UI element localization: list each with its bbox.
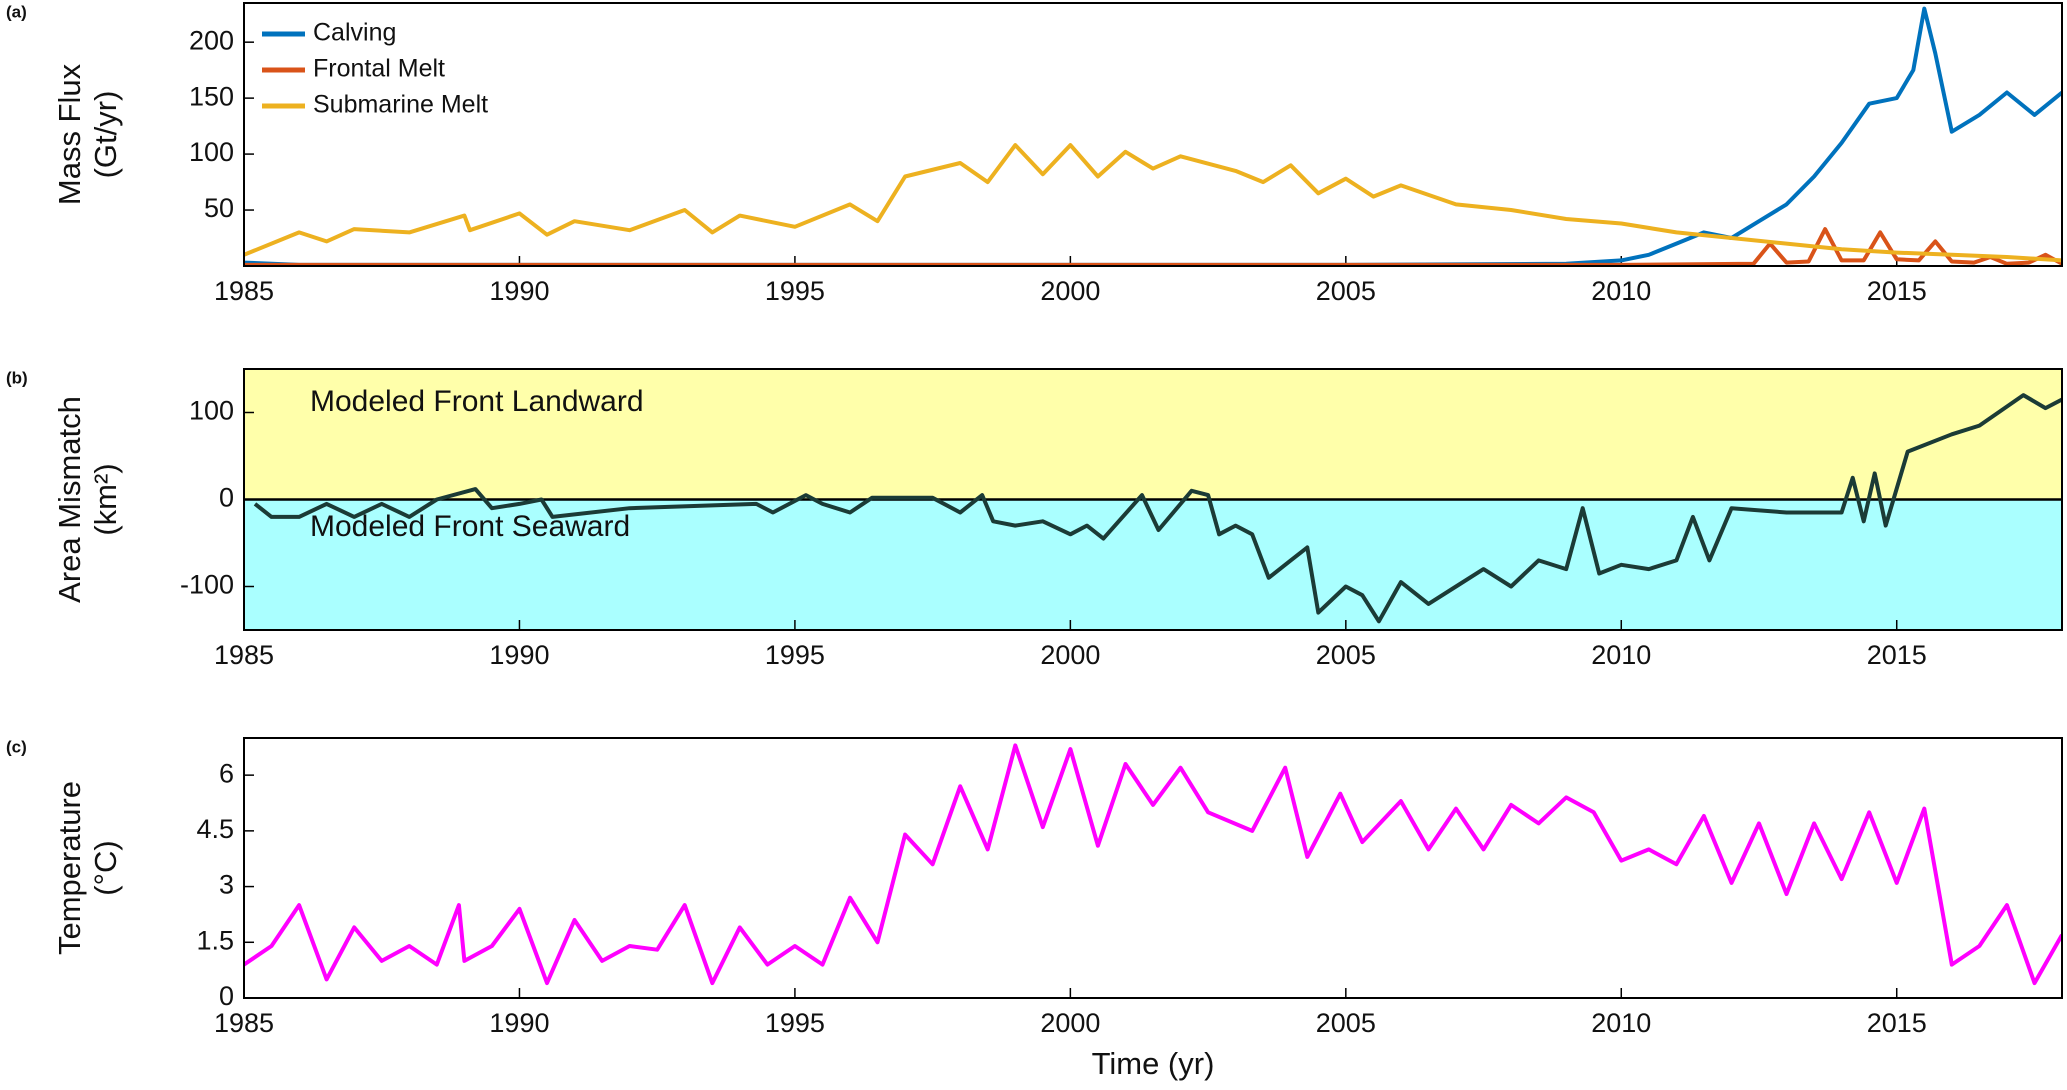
x-tick-label: 2015 — [1867, 1008, 1927, 1038]
legend-label: Submarine Melt — [313, 91, 488, 119]
x-tick-label: 2005 — [1316, 1008, 1376, 1038]
panel-label: (a) — [6, 2, 27, 21]
y-axis-label: Temperature — [52, 781, 87, 955]
x-tick-label: 2010 — [1591, 1008, 1651, 1038]
y-tick-label: 100 — [189, 137, 234, 167]
legend-label: Frontal Melt — [313, 55, 445, 83]
x-tick-label: 2000 — [1040, 276, 1100, 306]
plot-frame — [243, 737, 2063, 999]
x-tick-label: 1990 — [489, 276, 549, 306]
x-tick-label: 1985 — [214, 640, 274, 670]
y-tick-label: 1.5 — [196, 925, 234, 955]
x-tick-label: 2000 — [1040, 1008, 1100, 1038]
x-tick-label: 1985 — [214, 1008, 274, 1038]
series-line — [244, 743, 2062, 986]
x-tick-label: 1990 — [489, 1008, 549, 1038]
y-tick-label: 6 — [219, 758, 234, 788]
series-line — [253, 393, 2062, 624]
plot-frame — [243, 368, 2063, 631]
y-axis-label: (Gt/yr) — [88, 91, 123, 179]
y-axis-label: (km²) — [88, 463, 123, 535]
legend-label: Calving — [313, 19, 396, 47]
y-axis-label: Mass Flux — [52, 63, 87, 205]
x-tick-label: 1990 — [489, 640, 549, 670]
x-tick-label: 1985 — [214, 276, 274, 306]
x-tick-label: 1995 — [765, 640, 825, 670]
series-line — [244, 6, 2062, 266]
y-tick-label: 3 — [219, 870, 234, 900]
y-tick-label: 0 — [219, 981, 234, 1011]
y-axis-label: Area Mismatch — [52, 396, 87, 603]
x-tick-label: 2005 — [1316, 276, 1376, 306]
y-tick-label: 150 — [189, 81, 234, 111]
series-line — [244, 227, 2062, 266]
y-tick-label: -100 — [180, 570, 234, 600]
region-label: Modeled Front Landward — [310, 385, 644, 418]
x-tick-label: 1995 — [765, 1008, 825, 1038]
plot-frame — [243, 2, 2063, 267]
y-tick-label: 100 — [189, 396, 234, 426]
y-tick-label: 0 — [219, 483, 234, 513]
y-tick-label: 4.5 — [196, 814, 234, 844]
x-tick-label: 2005 — [1316, 640, 1376, 670]
y-tick-label: 50 — [204, 193, 234, 223]
x-tick-label: 2015 — [1867, 276, 1927, 306]
y-tick-label: 200 — [189, 25, 234, 55]
region — [244, 369, 2062, 500]
y-axis-label: (°C) — [88, 840, 123, 895]
panel-label: (b) — [6, 368, 28, 387]
x-tick-label: 2010 — [1591, 640, 1651, 670]
x-tick-label: 2015 — [1867, 640, 1927, 670]
x-tick-label: 1995 — [765, 276, 825, 306]
series-line — [244, 143, 2062, 263]
x-axis-label: Time (yr) — [1092, 1046, 1215, 1081]
panel-label: (c) — [6, 737, 27, 756]
x-tick-label: 2000 — [1040, 640, 1100, 670]
x-tick-label: 2010 — [1591, 276, 1651, 306]
